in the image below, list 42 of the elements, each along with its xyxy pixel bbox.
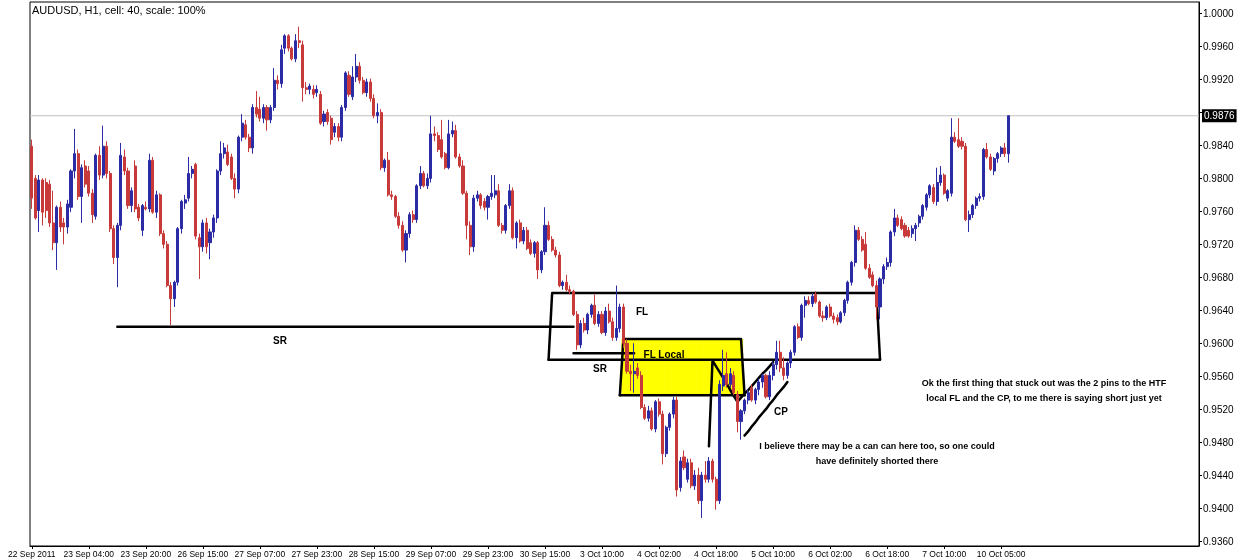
annotation: SR [593, 362, 608, 374]
y-tick-label: 0.9600 [1203, 337, 1235, 349]
x-tick-label: 6 Oct 02:00 [808, 548, 853, 559]
x-tick-label: 5 Oct 10:00 [751, 548, 796, 559]
x-tick-label: 23 Sep 04:00 [63, 548, 115, 559]
y-tick-label: 0.9960 [1203, 41, 1235, 53]
annotation: FL [635, 305, 649, 317]
y-tick-label: 0.9800 [1203, 172, 1235, 184]
x-tick-label: 3 Oct 10:00 [580, 548, 625, 559]
y-tick-label: 0.9840 [1203, 139, 1235, 151]
x-tick-label: 26 Sep 15:00 [177, 548, 229, 559]
x-tick-label: 29 Sep 23:00 [462, 548, 514, 559]
y-tick-label: 0.9640 [1203, 304, 1235, 316]
x-tick-label: 27 Sep 23:00 [291, 548, 343, 559]
y-tick-label: 0.9400 [1203, 502, 1235, 514]
x-tick-label: 22 Sep 2011 [7, 548, 56, 559]
y-tick-label: 0.9360 [1203, 535, 1235, 547]
y-tick-label: 0.9520 [1203, 403, 1235, 415]
x-tick-label: 6 Oct 18:00 [865, 548, 910, 559]
annotation: CP [774, 405, 789, 417]
annotation: Ok the first thing that stuck out was the 2 pins to the HTF local FL and the CP, to me there is saying short just yet [921, 377, 1167, 403]
annotation: I believe there may be a can can here too, so one could have definitely shorted there [759, 440, 995, 466]
y-tick-label: 0.9920 [1203, 73, 1235, 85]
x-tick-label: 30 Sep 15:00 [519, 548, 571, 559]
y-tick-label: 0.9680 [1203, 271, 1235, 283]
x-tick-label: 4 Oct 02:00 [637, 548, 682, 559]
y-tick-label: 0.9760 [1203, 205, 1235, 217]
x-tick-label: 28 Sep 15:00 [348, 548, 400, 559]
y-tick-label: 0.9480 [1203, 436, 1235, 448]
x-tick-label: 4 Oct 18:00 [694, 548, 739, 559]
y-tick-label: 0.9440 [1203, 469, 1235, 481]
x-tick-label: 7 Oct 10:00 [922, 548, 967, 559]
chart-title: AUDUSD, H1, cell: 40, scale: 100% [32, 3, 206, 16]
x-tick-label: 23 Sep 20:00 [120, 548, 172, 559]
x-tick-label: 29 Sep 07:00 [405, 548, 457, 559]
x-tick-label: 27 Sep 07:00 [234, 548, 286, 559]
x-tick-label: 10 Oct 05:00 [976, 548, 1026, 559]
annotation: SR [273, 334, 288, 346]
ref-line-label: 0.9876 [1204, 110, 1236, 122]
y-tick-label: 1.0000 [1203, 8, 1235, 20]
y-tick-label: 0.9560 [1203, 370, 1235, 382]
y-tick-label: 0.9720 [1203, 238, 1235, 250]
